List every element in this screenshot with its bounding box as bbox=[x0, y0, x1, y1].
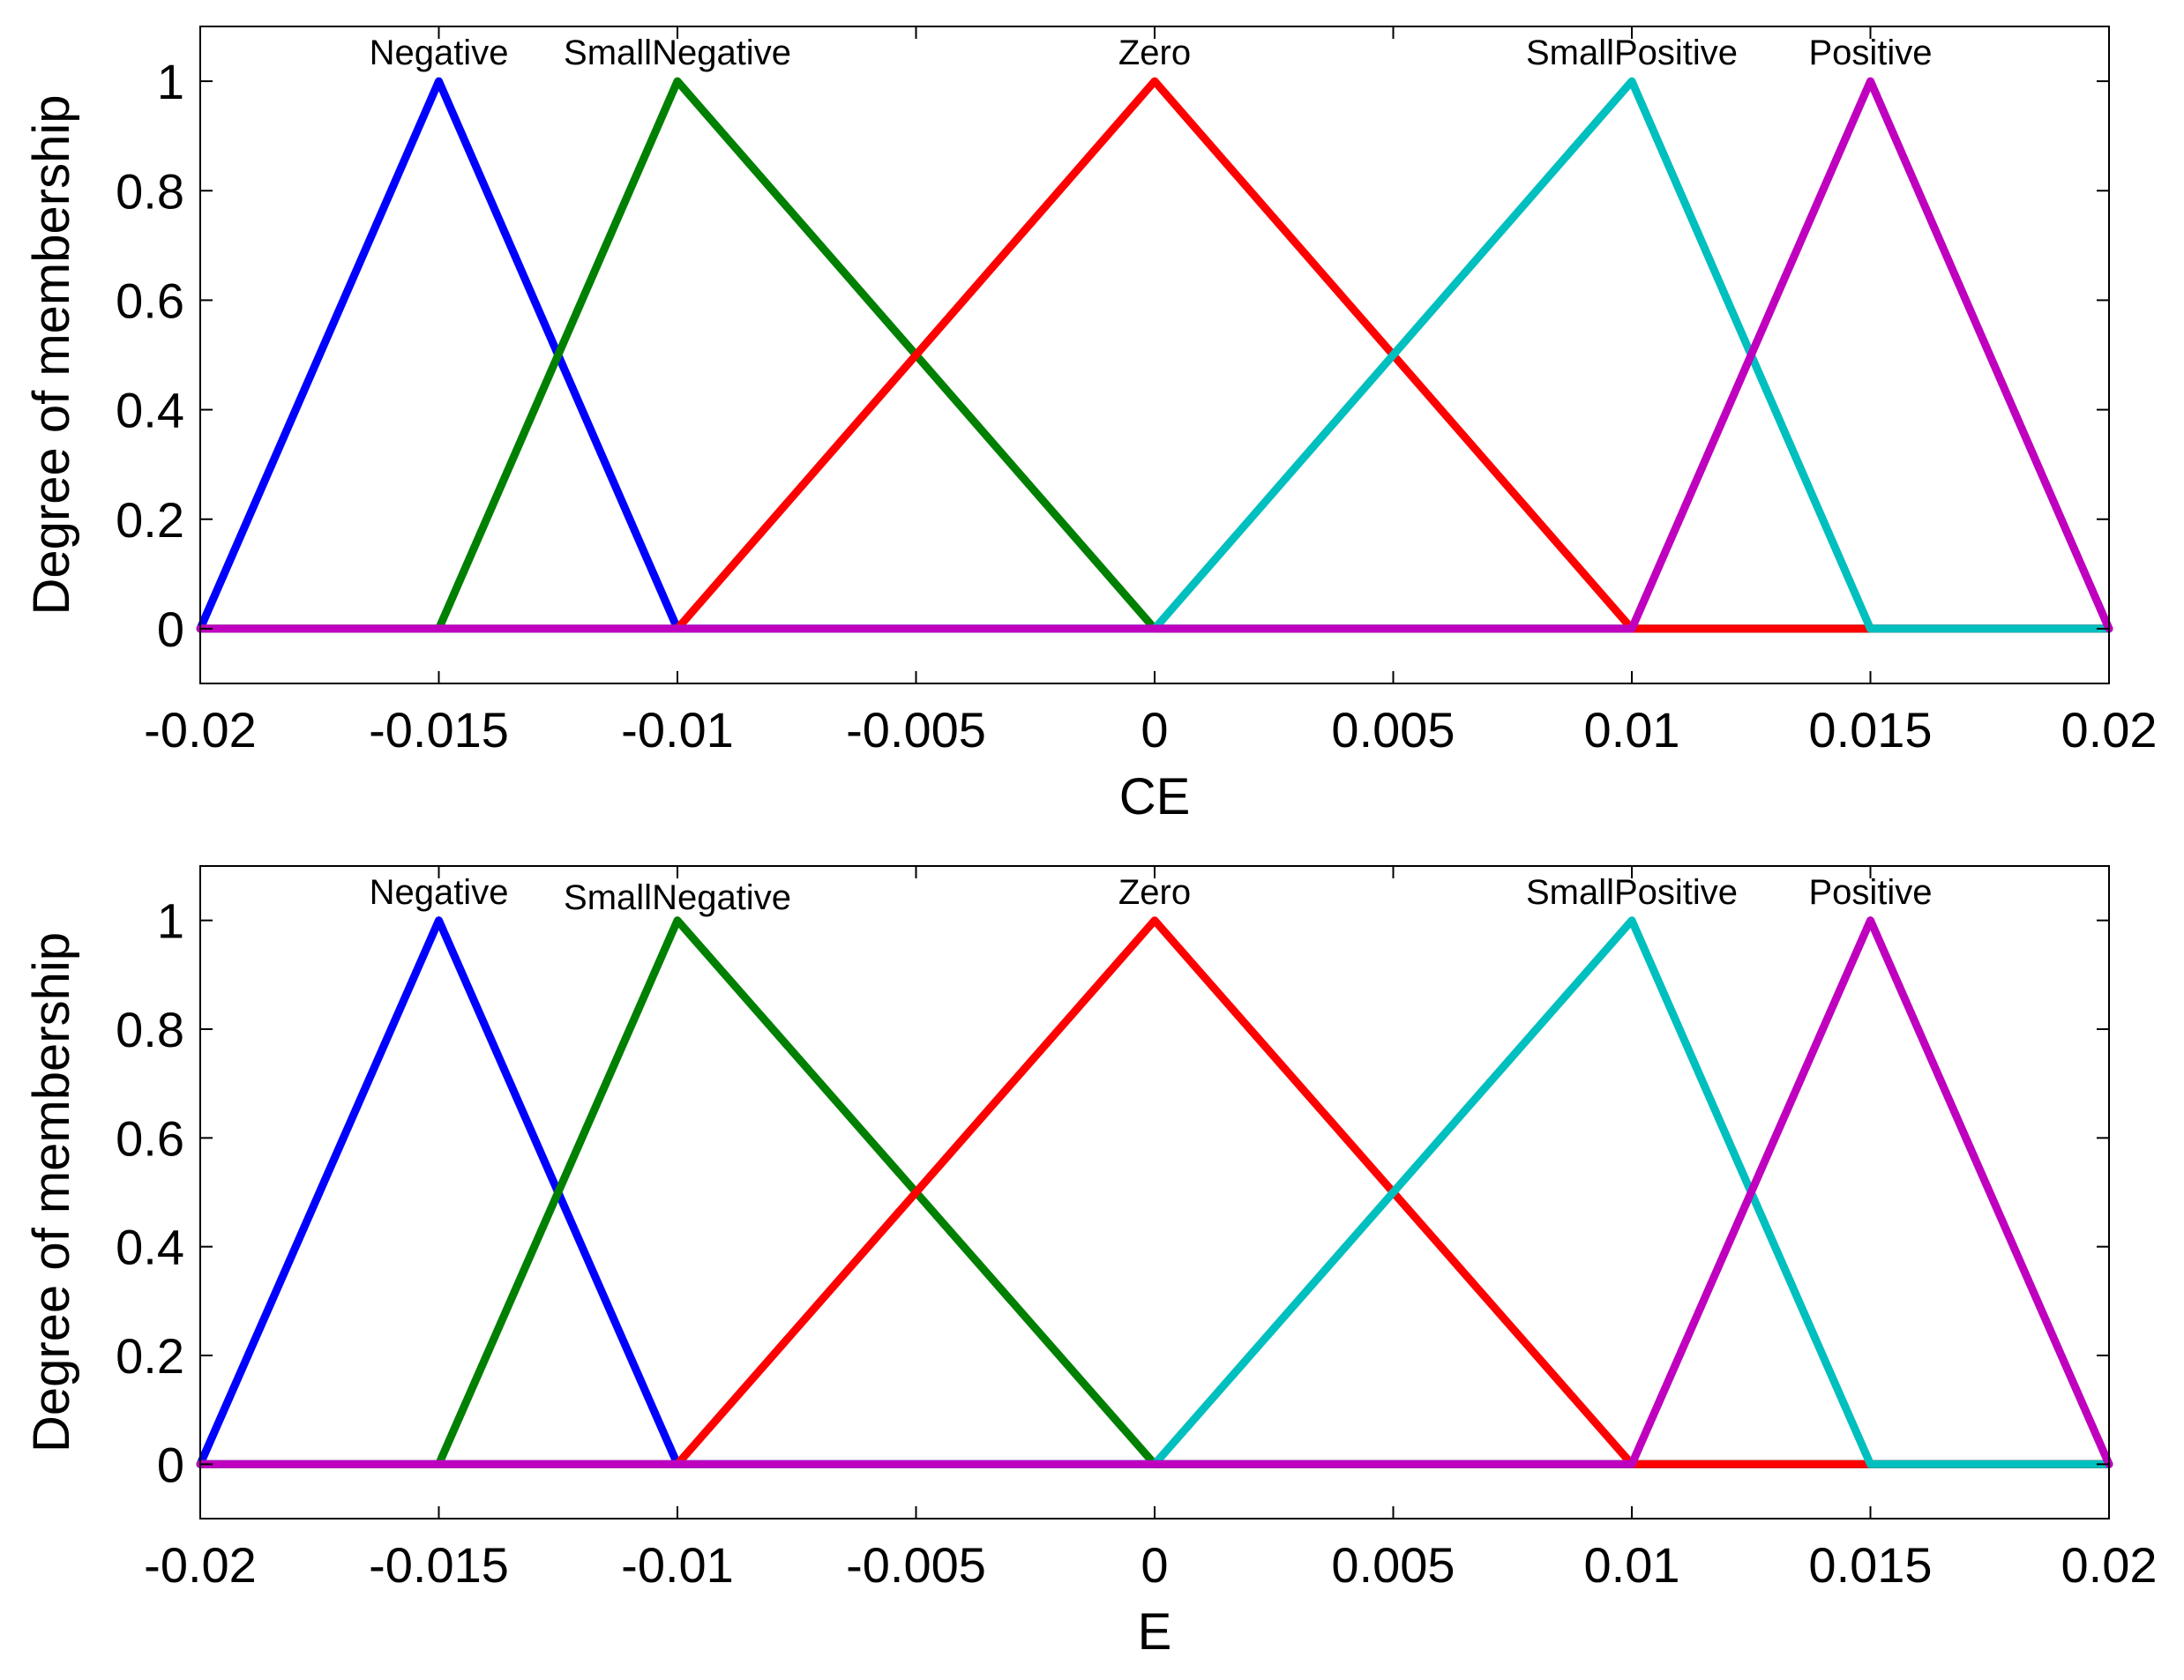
x-axis-label: E bbox=[1138, 1603, 1172, 1661]
y-tick-label: 1 bbox=[157, 54, 184, 109]
series-line-negative bbox=[196, 916, 2113, 1468]
mf-annotation-zero: Zero bbox=[1118, 873, 1191, 912]
x-tick-label: -0.005 bbox=[846, 1537, 986, 1593]
y-tick-label: 0.2 bbox=[116, 1328, 184, 1384]
axes-frame bbox=[199, 865, 2110, 1519]
mf-annotation-smallnegative: SmallNegative bbox=[564, 878, 791, 917]
mf-annotation-positive: Positive bbox=[1808, 34, 1932, 72]
x-tick-label: -0.015 bbox=[369, 702, 509, 758]
x-tick-label: -0.01 bbox=[621, 702, 734, 758]
y-tick-label: 0.2 bbox=[116, 492, 184, 548]
y-tick-label: 0.8 bbox=[116, 163, 184, 219]
series-line-positive bbox=[196, 77, 2113, 633]
x-tick-label: 0 bbox=[1141, 1537, 1168, 1593]
x-tick-label: -0.015 bbox=[369, 1537, 509, 1593]
x-tick-label: 0.01 bbox=[1584, 702, 1680, 758]
series-line-negative bbox=[196, 77, 2113, 633]
series-line-positive bbox=[196, 916, 2113, 1468]
series-line-smallpositive bbox=[196, 77, 2113, 633]
y-tick-label: 0.4 bbox=[116, 383, 184, 438]
mf-annotation-smallpositive: SmallPositive bbox=[1526, 873, 1738, 912]
mf-annotation-smallnegative: SmallNegative bbox=[564, 34, 791, 72]
mf-annotation-negative: Negative bbox=[370, 34, 509, 72]
y-tick-label: 0 bbox=[157, 1437, 184, 1492]
x-tick-label: 0.005 bbox=[1331, 702, 1455, 758]
y-axis-label: Degree of membership bbox=[23, 95, 80, 616]
y-tick-label: 0.6 bbox=[116, 273, 184, 328]
chart-panel-2: -0.02 -0.015 -0.01 -0.005 0 0.005 0.01 0.015 0.0… bbox=[23, 865, 2158, 1661]
y-axis-label: Degree of membership bbox=[23, 932, 80, 1452]
chart-panel-1: -0.02 -0.015 -0.01 -0.005 0 0.005 0.01 0.015 0.0… bbox=[23, 26, 2158, 825]
series-line-zero bbox=[196, 77, 2113, 633]
series-line-zero bbox=[196, 916, 2113, 1468]
x-tick-label: -0.02 bbox=[144, 1537, 257, 1593]
y-tick-label: 0.4 bbox=[116, 1220, 184, 1275]
x-tick-label: 0.005 bbox=[1331, 1537, 1455, 1593]
mf-annotation-positive: Positive bbox=[1808, 873, 1932, 912]
y-tick-label: 0.8 bbox=[116, 1002, 184, 1057]
x-tick-label: -0.01 bbox=[621, 1537, 734, 1593]
mf-annotation-zero: Zero bbox=[1118, 34, 1191, 72]
series-line-smallnegative bbox=[196, 916, 2113, 1468]
axes-frame bbox=[199, 26, 2110, 684]
y-tick-label: 1 bbox=[157, 893, 184, 949]
x-axis-label: CE bbox=[1119, 768, 1191, 825]
series-line-smallnegative bbox=[196, 77, 2113, 633]
series-line-smallpositive bbox=[196, 916, 2113, 1468]
mf-annotation-negative: Negative bbox=[370, 873, 509, 912]
y-tick-label: 0 bbox=[157, 601, 184, 657]
x-tick-label: -0.005 bbox=[846, 702, 986, 758]
x-tick-label: 0.02 bbox=[2061, 702, 2158, 758]
x-tick-label: 0.02 bbox=[2061, 1537, 2158, 1593]
x-tick-label: 0 bbox=[1141, 702, 1168, 758]
x-tick-label: 0.015 bbox=[1808, 1537, 1932, 1593]
y-tick-label: 0.6 bbox=[116, 1110, 184, 1166]
x-tick-label: 0.015 bbox=[1808, 702, 1932, 758]
mf-annotation-smallpositive: SmallPositive bbox=[1526, 34, 1738, 72]
x-tick-label: 0.01 bbox=[1584, 1537, 1680, 1593]
x-tick-label: -0.02 bbox=[144, 702, 257, 758]
